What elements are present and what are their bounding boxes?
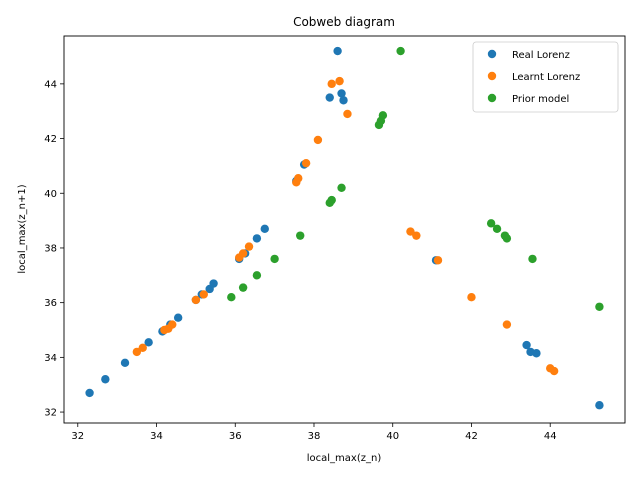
data-point bbox=[191, 295, 201, 305]
x-tick-label: 44 bbox=[544, 431, 557, 442]
y-tick-label: 36 bbox=[44, 298, 57, 309]
data-point bbox=[327, 195, 336, 205]
legend-marker bbox=[487, 93, 497, 103]
data-point bbox=[467, 292, 476, 302]
data-point bbox=[433, 256, 443, 265]
legend: Real Lorenz Learnt Lorenz Prior model bbox=[472, 41, 619, 113]
x-tick-label: 32 bbox=[71, 431, 84, 442]
data-point bbox=[325, 93, 334, 102]
data-point bbox=[173, 313, 183, 322]
data-point bbox=[327, 79, 336, 89]
y-tick-label: 42 bbox=[44, 134, 57, 145]
data-point bbox=[532, 349, 541, 358]
data-point bbox=[406, 227, 415, 236]
y-tick-label: 38 bbox=[44, 243, 57, 254]
data-point bbox=[343, 109, 352, 119]
data-point bbox=[335, 76, 344, 86]
y-tick-label: 32 bbox=[44, 408, 57, 419]
legend-box bbox=[472, 41, 619, 113]
data-point bbox=[296, 231, 305, 240]
data-point bbox=[333, 46, 342, 56]
data-point bbox=[199, 290, 208, 299]
data-point bbox=[522, 340, 531, 350]
x-tick-label: 34 bbox=[150, 431, 163, 442]
plot-area-frame bbox=[63, 35, 626, 424]
legend-label: Learnt Lorenz bbox=[512, 72, 580, 83]
chart-title: Cobweb diagram bbox=[293, 15, 395, 29]
x-tick-label: 36 bbox=[229, 431, 242, 442]
data-point bbox=[120, 358, 130, 368]
data-point bbox=[412, 231, 421, 240]
data-point bbox=[337, 183, 346, 192]
data-point bbox=[260, 224, 269, 234]
data-point bbox=[339, 96, 348, 105]
x-tick-label: 42 bbox=[465, 431, 478, 442]
data-point bbox=[252, 234, 262, 243]
data-point bbox=[238, 249, 248, 258]
data-point bbox=[502, 320, 512, 329]
data-point bbox=[396, 46, 405, 56]
data-point bbox=[301, 158, 311, 168]
y-tick-label: 40 bbox=[44, 189, 57, 200]
data-point bbox=[595, 401, 604, 410]
data-point bbox=[238, 283, 248, 292]
series-1 bbox=[132, 76, 559, 376]
data-point bbox=[209, 279, 218, 288]
data-point bbox=[486, 219, 496, 228]
data-points bbox=[85, 46, 604, 410]
data-point bbox=[595, 302, 604, 311]
series-2 bbox=[227, 46, 604, 311]
x-tick-label: 40 bbox=[386, 431, 399, 442]
data-point bbox=[492, 224, 502, 234]
legend-marker bbox=[487, 49, 497, 59]
data-point bbox=[244, 242, 254, 251]
axis-ticks: 32 34 36 38 40 42 44 32 34 36 38 40 42 44 bbox=[44, 79, 556, 442]
data-point bbox=[101, 375, 110, 384]
data-point bbox=[337, 89, 346, 98]
data-point bbox=[313, 135, 323, 145]
x-tick-label: 38 bbox=[308, 431, 321, 442]
data-point bbox=[270, 254, 279, 264]
legend-marker bbox=[487, 71, 497, 81]
data-point bbox=[168, 320, 177, 329]
data-point bbox=[549, 366, 559, 376]
legend-label: Prior model bbox=[512, 94, 569, 105]
data-point bbox=[144, 338, 153, 347]
data-point bbox=[294, 174, 303, 183]
y-tick-label: 44 bbox=[44, 79, 57, 90]
legend-label: Real Lorenz bbox=[512, 50, 570, 61]
data-point bbox=[132, 347, 142, 357]
y-tick-label: 34 bbox=[44, 353, 57, 364]
y-axis-label: local_max(z_n+1) bbox=[17, 184, 28, 273]
x-axis-label: local_max(z_n) bbox=[307, 453, 382, 464]
data-point bbox=[138, 343, 147, 352]
data-point bbox=[85, 388, 94, 398]
data-point bbox=[502, 234, 512, 243]
data-point bbox=[378, 111, 388, 120]
data-point bbox=[227, 292, 236, 302]
data-point bbox=[528, 254, 537, 264]
data-point bbox=[252, 271, 262, 280]
